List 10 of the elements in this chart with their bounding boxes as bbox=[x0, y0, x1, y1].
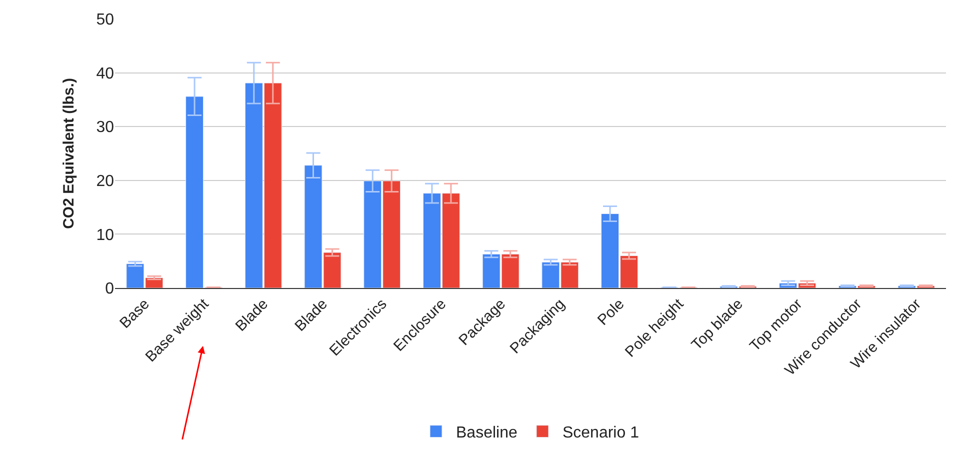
x-tick-label: Pole bbox=[594, 296, 628, 329]
y-tick-label: 0 bbox=[105, 280, 114, 298]
y-tick-label: 40 bbox=[96, 65, 114, 82]
legend-label: Scenario 1 bbox=[562, 424, 640, 442]
y-tick-label: 30 bbox=[96, 119, 114, 136]
y-tick-label: 50 bbox=[96, 12, 114, 29]
y-tick-label: 20 bbox=[96, 173, 114, 190]
legend-label: Baseline bbox=[456, 424, 518, 442]
y-axis-title: CO2 Equivalent (lbs.) bbox=[60, 78, 78, 229]
y-tick-label: 10 bbox=[96, 226, 114, 244]
